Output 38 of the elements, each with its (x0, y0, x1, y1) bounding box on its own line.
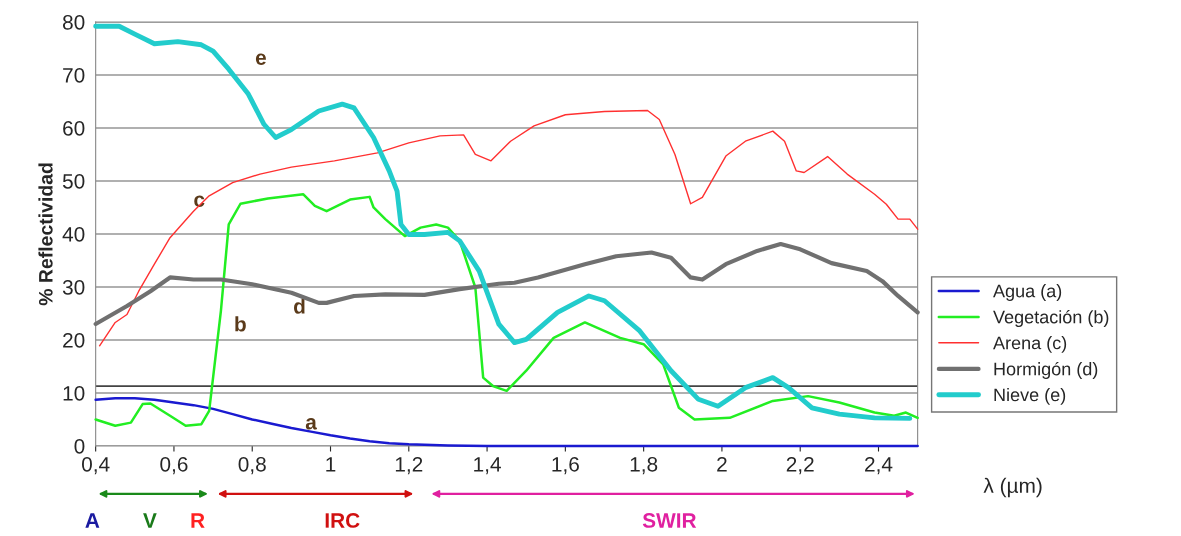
annotation: d (294, 298, 305, 314)
text: V (143, 513, 157, 528)
y-axis-title: % Reflectividad (38, 163, 53, 306)
legend-label: Hormigón (d) (994, 361, 1098, 379)
y-tick-label: 40 (62, 226, 85, 242)
y-tick-label: 10 (63, 385, 85, 401)
legend-label: Arena (c) (993, 336, 1067, 353)
annotation: b (235, 316, 246, 332)
annotation: e (255, 53, 266, 65)
x-tick-label: 1,4 (474, 457, 501, 475)
y-tick-label: 70 (63, 67, 85, 83)
y-tick-label: 0 (74, 438, 85, 454)
text: A (85, 513, 100, 528)
legend-label: Nieve (e) (994, 387, 1066, 405)
x-tick-label: 0,4 (82, 456, 110, 475)
x-tick-label: 0,8 (238, 456, 266, 475)
annotation: a (305, 418, 317, 430)
line-series (98, 109, 919, 347)
y-tick-label: 30 (62, 279, 85, 295)
x-tick-label: 1,8 (630, 456, 658, 475)
x-tick-label: 2,4 (865, 456, 893, 475)
text: SWIR (642, 513, 697, 528)
y-tick-label: 80 (62, 14, 85, 30)
text: R (191, 513, 205, 528)
y-tick-label: 50 (62, 173, 85, 189)
line-series (94, 192, 919, 428)
y-tick-label: 60 (63, 120, 85, 136)
x-tick-label: 0,6 (160, 456, 188, 475)
x-tick-label: 1,6 (552, 456, 579, 475)
x-tick-label: 2,2 (786, 456, 814, 475)
x-axis-title: λ (µm) (983, 477, 1042, 498)
x-tick-label: 2 (717, 456, 727, 472)
legend-label: Agua (a) (993, 284, 1062, 301)
x-tick-label: 1,2 (395, 456, 423, 475)
x-tick-label: 1 (326, 457, 336, 472)
y-tick-label: 20 (63, 332, 85, 348)
legend-label: Vegetación (b) (993, 309, 1109, 328)
text: IRC (325, 513, 360, 528)
